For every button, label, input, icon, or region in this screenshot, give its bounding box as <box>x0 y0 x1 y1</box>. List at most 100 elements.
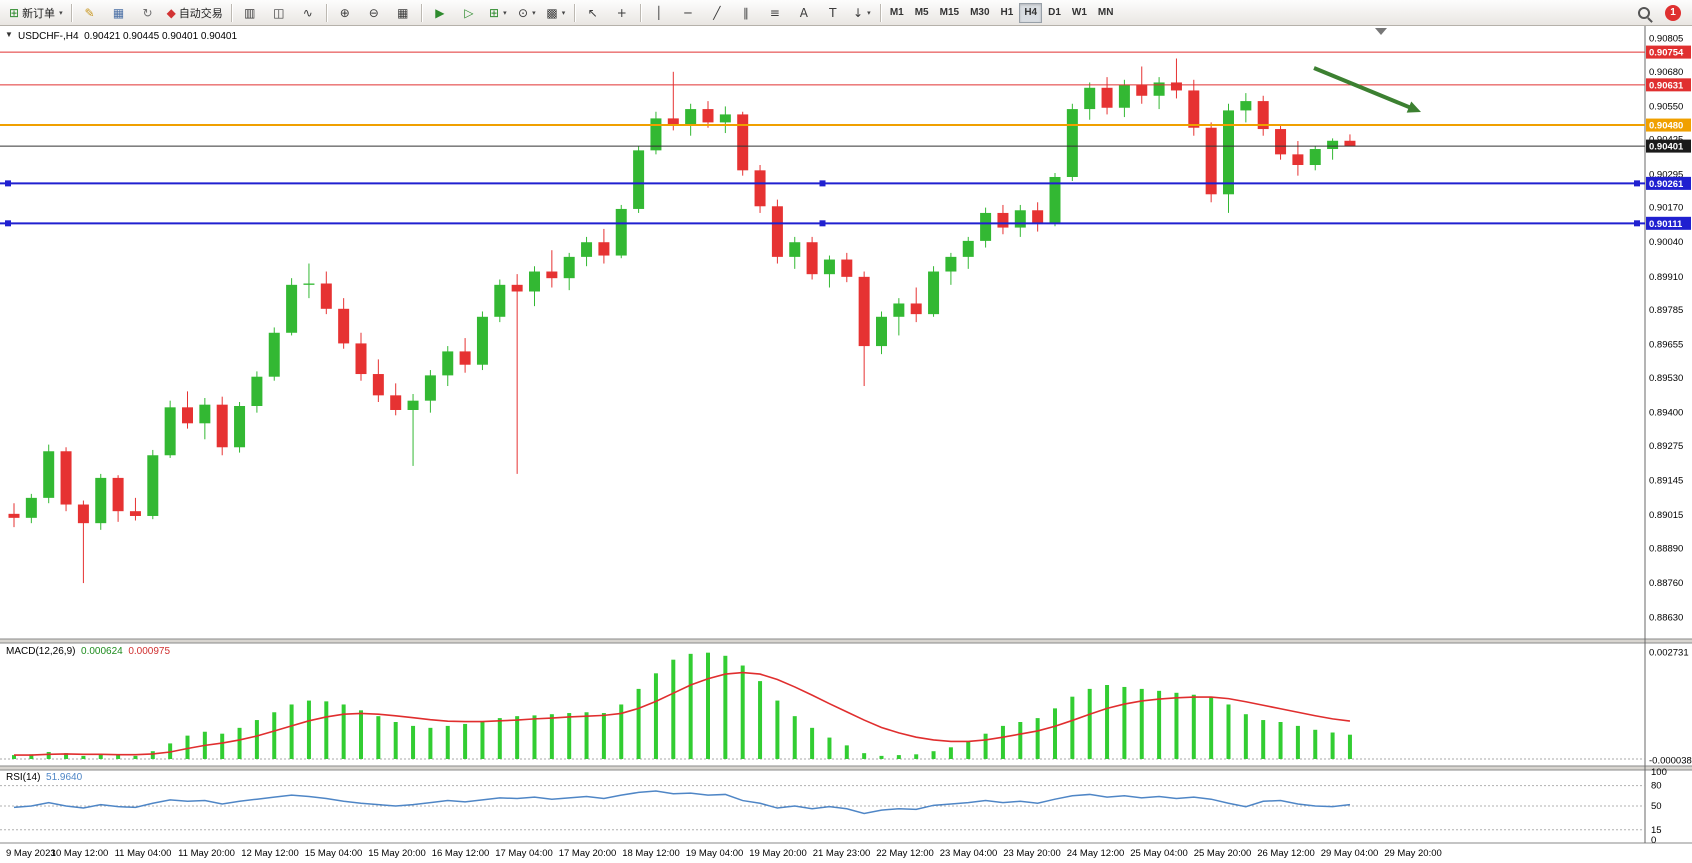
templates-icon: ▩ <box>546 5 558 20</box>
svg-text:29 May 20:00: 29 May 20:00 <box>1384 848 1442 859</box>
svg-text:0.88890: 0.88890 <box>1649 543 1683 554</box>
svg-text:0.90261: 0.90261 <box>1649 179 1684 190</box>
timeframe-mn[interactable]: MN <box>1097 7 1114 18</box>
text-icon[interactable]: A <box>790 2 818 24</box>
arrows-icon[interactable]: ↓ ▾ <box>848 2 876 24</box>
chart-shift-icon: ▷ <box>464 5 474 20</box>
svg-text:29 May 04:00: 29 May 04:00 <box>1321 848 1379 859</box>
horizontal-line-icon: ─ <box>684 5 692 20</box>
chart-shift-marker <box>1375 28 1387 35</box>
new-order-button-label: 新订单 <box>22 6 56 20</box>
svg-text:0.90295: 0.90295 <box>1649 169 1683 180</box>
toolbar-separator <box>70 3 72 22</box>
new-order-button[interactable]: ⊞ 新订单 ▾ <box>5 2 67 24</box>
refresh-icon[interactable]: ↻ <box>134 2 162 24</box>
metaeditor-icon: ✎ <box>84 5 95 20</box>
zoom-out-icon[interactable]: ⊖ <box>360 2 388 24</box>
label-icon[interactable]: T <box>819 2 847 24</box>
trendline-icon: ╱ <box>713 5 721 20</box>
chevron-down-icon: ▾ <box>503 8 507 17</box>
channel-icon[interactable]: ∥ <box>732 2 760 24</box>
timeframe-h4[interactable]: H4 <box>1019 2 1043 23</box>
svg-text:23 May 04:00: 23 May 04:00 <box>940 848 998 859</box>
bar-chart-icon[interactable]: ▥ <box>236 2 264 24</box>
rsi-panel: 100 80 50 150 <box>0 767 1667 846</box>
timeframe-m15[interactable]: M15 <box>939 7 960 18</box>
chart-frame <box>0 26 1692 844</box>
trendline-icon[interactable]: ╱ <box>703 2 731 24</box>
svg-text:18 May 12:00: 18 May 12:00 <box>622 848 680 859</box>
timeframe-d1[interactable]: D1 <box>1048 7 1061 18</box>
timeframe-w1[interactable]: W1 <box>1071 7 1087 18</box>
horizontal-line-icon[interactable]: ─ <box>674 2 702 24</box>
market-watch-icon: ▦ <box>112 5 125 20</box>
arrows-icon: ↓ <box>853 5 864 20</box>
timeframe-m30[interactable]: M30 <box>970 7 990 18</box>
notification-badge[interactable]: 1 <box>1665 4 1681 21</box>
templates-icon[interactable]: ▩ ▾ <box>542 2 570 24</box>
new-chart-icon[interactable]: ⊞ ▾ <box>484 2 512 24</box>
crosshair-icon[interactable]: + <box>608 2 636 24</box>
fibonacci-icon[interactable]: ≡ <box>761 2 789 24</box>
svg-text:0.89275: 0.89275 <box>1649 441 1683 452</box>
rsi-value: 51.9640 <box>46 772 83 783</box>
macd-main-value: 0.000624 <box>81 646 123 657</box>
trend-arrow[interactable] <box>1313 66 1421 113</box>
one-click-trading-toggle[interactable]: ▼ <box>5 30 13 39</box>
svg-text:25 May 04:00: 25 May 04:00 <box>1130 848 1188 859</box>
search-icon[interactable] <box>1630 2 1658 24</box>
candlestick-chart-icon[interactable]: ◫ <box>265 2 293 24</box>
svg-text:12 May 12:00: 12 May 12:00 <box>241 848 299 859</box>
bar-chart-icon: ▥ <box>244 5 256 20</box>
chart-symbol-period: USDCHF-,H4 <box>18 31 79 42</box>
svg-text:0.89785: 0.89785 <box>1649 305 1683 316</box>
svg-text:0.89530: 0.89530 <box>1649 373 1683 384</box>
chart-shift-icon[interactable]: ▷ <box>455 2 483 24</box>
toolbar-separator <box>230 3 232 22</box>
vertical-line-icon: │ <box>655 5 663 20</box>
svg-text:0.90805: 0.90805 <box>1649 34 1683 45</box>
pivot-line-90480[interactable]: 0.90480 <box>0 118 1691 132</box>
periods-icon: ⊙ <box>518 5 529 20</box>
svg-text:15 May 20:00: 15 May 20:00 <box>368 848 426 859</box>
svg-text:9 May 2023: 9 May 2023 <box>6 848 56 859</box>
svg-text:0.89400: 0.89400 <box>1649 408 1683 419</box>
svg-text:11 May 04:00: 11 May 04:00 <box>115 848 172 859</box>
periods-icon[interactable]: ⊙ ▾ <box>513 2 541 24</box>
cursor-icon[interactable]: ↖ <box>579 2 607 24</box>
svg-text:0.90631: 0.90631 <box>1649 80 1684 91</box>
resistance-line-90631[interactable]: 0.90631 <box>0 78 1691 92</box>
rsi-indicator-title: RSI(14) 51.9640 <box>6 772 82 783</box>
toolbar-separator <box>325 3 327 22</box>
text-icon: A <box>799 5 808 20</box>
refresh-icon: ↻ <box>142 5 153 20</box>
auto-trading-button[interactable]: ◆ 自动交易 <box>163 2 227 24</box>
resistance-line-90754[interactable]: 0.90754 <box>0 45 1691 59</box>
tile-windows-icon[interactable]: ▦ <box>389 2 417 24</box>
zoom-in-icon[interactable]: ⊕ <box>331 2 359 24</box>
auto-scroll-icon[interactable]: ▶ <box>426 2 454 24</box>
svg-text:80: 80 <box>1651 781 1662 792</box>
support-line-90261[interactable]: 0.90261 <box>0 176 1691 190</box>
candlestick-chart-icon: ◫ <box>273 5 285 20</box>
line-chart-icon[interactable]: ∿ <box>294 2 322 24</box>
toolbar-separator <box>420 3 422 22</box>
timeframe-h1[interactable]: H1 <box>1000 7 1014 18</box>
svg-text:-0.000038: -0.000038 <box>1649 755 1692 766</box>
svg-text:10 May 12:00: 10 May 12:00 <box>51 848 109 859</box>
cursor-icon: ↖ <box>587 5 598 20</box>
support-line-90111[interactable]: 0.90111 <box>0 216 1691 230</box>
search-lens-icon <box>1638 6 1650 19</box>
timeframe-m1[interactable]: M1 <box>889 7 904 18</box>
metaeditor-icon[interactable]: ✎ <box>76 2 104 24</box>
chevron-down-icon: ▾ <box>867 8 871 17</box>
svg-text:0.90425: 0.90425 <box>1649 135 1683 146</box>
timeframe-m5[interactable]: M5 <box>914 7 929 18</box>
toolbar: ⊞ 新订单 ▾ ✎ ▦ ↻ ◆ 自动交易 ▥ ◫ ∿ ⊕ ⊖ ▦ ▶ ▷ ⊞ ▾ ⊙ ▾ ▩ ▾ ↖ + │ ─ ╱ ∥ ≡ A T ↓ ▾ M1… <box>0 0 1692 26</box>
vertical-line-icon[interactable]: │ <box>645 2 673 24</box>
svg-text:0.90550: 0.90550 <box>1649 101 1683 112</box>
label-icon: T <box>829 5 837 20</box>
market-watch-icon[interactable]: ▦ <box>105 2 133 24</box>
